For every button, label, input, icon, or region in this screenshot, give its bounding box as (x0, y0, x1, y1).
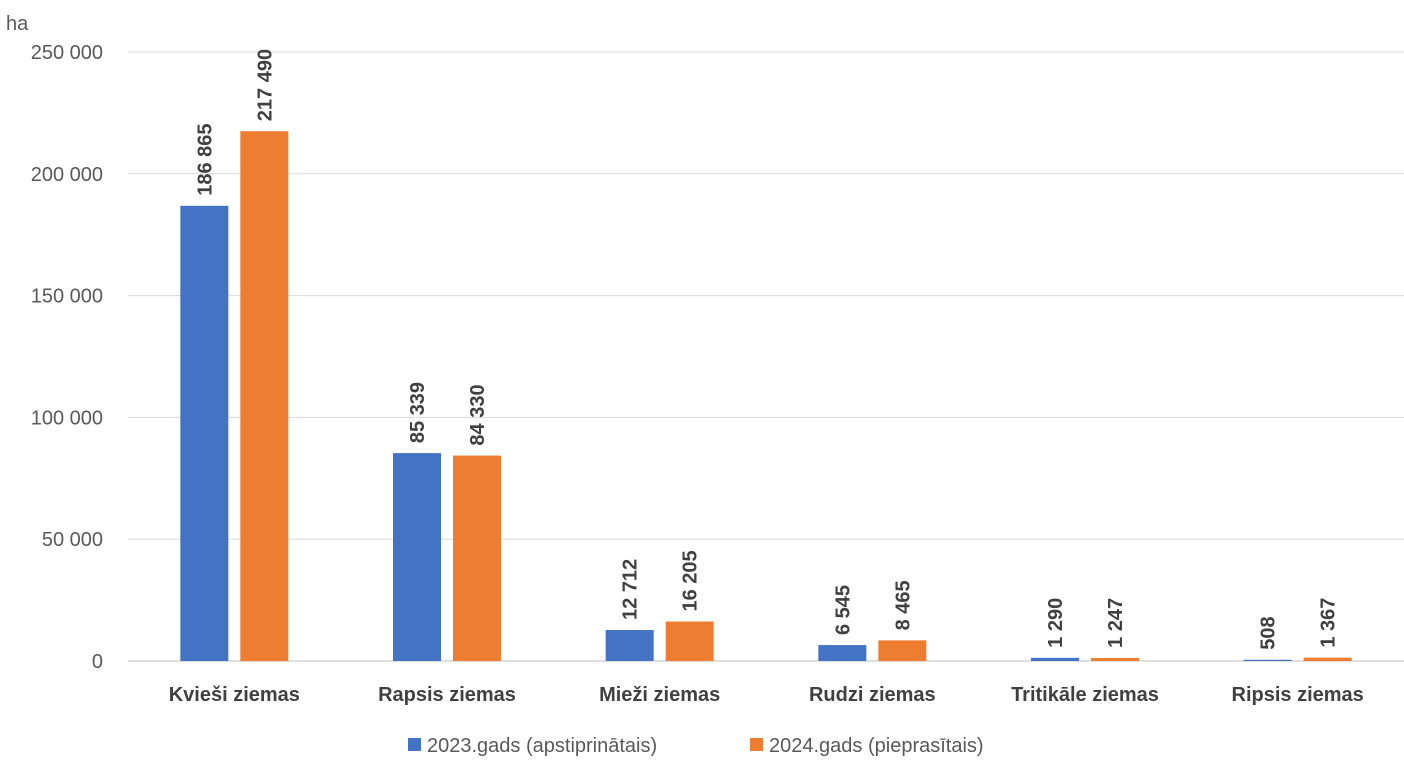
data-label: 1 290 (1045, 598, 1067, 648)
gridlines (128, 51, 1404, 662)
legend-label: 2023.gads (apstiprinātais) (427, 735, 657, 757)
y-tick-label: 0 (92, 651, 103, 673)
data-label: 84 330 (467, 384, 489, 445)
legend-swatch (750, 738, 763, 751)
bar (1031, 657, 1079, 661)
data-label: 1 367 (1318, 598, 1340, 648)
x-category-label: Rapsis ziemas (378, 684, 516, 706)
data-label: 8 465 (892, 580, 914, 630)
bar (180, 205, 229, 661)
bar (878, 640, 927, 661)
legend-label: 2024.gads (pieprasītais) (769, 735, 984, 757)
data-label: 6 545 (832, 585, 854, 635)
x-category-label: Rudzi ziemas (809, 684, 936, 706)
data-labels: 186 865 217 490 85 339 84 330 12 712 16 205 6 … (194, 49, 1339, 650)
x-axis: Kvieši ziemas Rapsis ziemas Mieži ziemas Ru… (169, 684, 1364, 706)
y-tick-label: 150 000 (31, 286, 103, 308)
bar (665, 621, 714, 661)
bar (818, 645, 867, 661)
bars (180, 131, 1352, 662)
y-axis-unit-label: ha (6, 13, 29, 35)
bar (1091, 657, 1139, 661)
y-tick-label: 200 000 (31, 164, 103, 186)
bar (1303, 657, 1352, 661)
legend: 2023.gads (apstiprinātais) 2024.gads (pie… (408, 735, 984, 757)
legend-swatch (408, 738, 421, 751)
bar (240, 131, 289, 662)
bar (605, 630, 654, 661)
y-axis: 0 50 000 100 000 150 000 200 000 250 000 (31, 42, 103, 673)
bar (1243, 659, 1292, 661)
x-category-label: Kvieši ziemas (169, 684, 300, 706)
data-label: 508 (1258, 616, 1280, 649)
bar (453, 455, 501, 661)
data-label: 1 247 (1105, 598, 1127, 648)
data-label: 12 712 (620, 559, 642, 620)
x-category-label: Ripsis ziemas (1232, 684, 1364, 706)
data-label: 186 865 (194, 124, 216, 196)
data-label: 217 490 (254, 49, 276, 121)
y-tick-label: 50 000 (42, 529, 103, 551)
y-tick-label: 100 000 (31, 407, 103, 429)
x-category-label: Mieži ziemas (599, 684, 720, 706)
bar (393, 453, 441, 661)
data-label: 16 205 (680, 550, 702, 611)
data-label: 85 339 (407, 382, 429, 443)
x-category-label: Tritikāle ziemas (1011, 684, 1159, 706)
y-tick-label: 250 000 (31, 42, 103, 64)
